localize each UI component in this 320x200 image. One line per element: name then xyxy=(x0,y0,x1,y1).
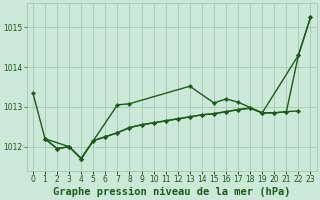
X-axis label: Graphe pression niveau de la mer (hPa): Graphe pression niveau de la mer (hPa) xyxy=(53,186,291,197)
